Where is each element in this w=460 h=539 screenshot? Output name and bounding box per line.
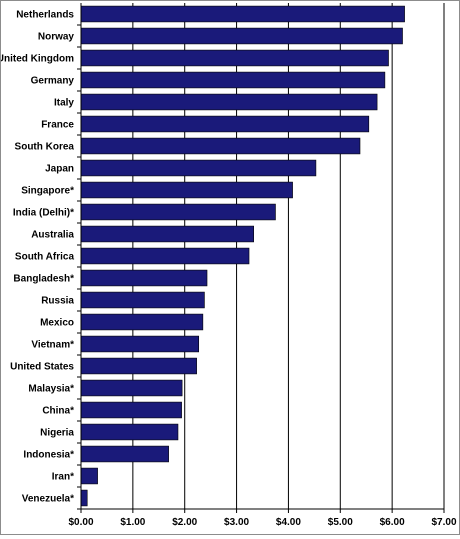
bar: [80, 27, 403, 45]
category-label: Australia: [31, 230, 74, 241]
x-tick-label: $2.00: [172, 517, 197, 528]
category-label: South Africa: [15, 252, 75, 263]
bar: [80, 203, 276, 221]
bar: [80, 159, 317, 177]
x-tick-label: $3.00: [224, 517, 249, 528]
bars: [80, 5, 405, 507]
bar: [80, 93, 378, 111]
category-label: South Korea: [15, 142, 75, 153]
category-label: India (Delhi)*: [13, 208, 74, 219]
x-tick-label: $1.00: [120, 517, 145, 528]
bar: [80, 49, 389, 67]
bar: [80, 247, 250, 265]
category-label: United States: [10, 362, 74, 373]
category-label: Mexico: [40, 318, 74, 329]
category-label: China*: [42, 406, 74, 417]
bar: [80, 335, 200, 353]
category-label: Indonesia*: [23, 450, 74, 461]
x-tick-labels: $0.00 $1.00 $2.00 $3.00 $4.00 $5.00 $6.00 $7.00: [68, 517, 456, 528]
bar: [80, 313, 204, 331]
axes: [77, 3, 445, 513]
x-tick-label: $6.00: [380, 517, 405, 528]
category-label: Japan: [45, 164, 74, 175]
bar: [80, 291, 205, 309]
bar: [80, 489, 88, 507]
bar: [80, 71, 386, 89]
category-label: Russia: [41, 296, 74, 307]
bar: [80, 225, 254, 243]
bar: [80, 379, 183, 397]
bar: [80, 269, 208, 287]
bar: [80, 181, 293, 199]
x-tick-label: $7.00: [431, 517, 456, 528]
category-label: France: [41, 120, 74, 131]
bar: [80, 115, 370, 133]
x-tick-label: $4.00: [276, 517, 301, 528]
bar: [80, 423, 179, 441]
category-label: Norway: [38, 32, 75, 43]
category-label: Germany: [31, 76, 75, 87]
bar: [80, 357, 197, 375]
category-label: Iran*: [52, 472, 74, 483]
category-label: United Kingdom: [1, 54, 74, 65]
bar: [80, 5, 405, 23]
category-label: Venezuela*: [22, 494, 74, 505]
x-tick-label: $5.00: [328, 517, 353, 528]
category-label: Italy: [54, 98, 74, 109]
category-labels: Netherlands Norway United Kingdom Germany It…: [0, 10, 75, 505]
category-label: Nigeria: [40, 428, 74, 439]
category-label: Malaysia*: [28, 384, 74, 395]
x-tick-label: $0.00: [68, 517, 93, 528]
category-label: Singapore*: [21, 186, 74, 197]
category-label: Netherlands: [16, 10, 74, 21]
bar: [80, 445, 169, 463]
category-label: Vietnam*: [31, 340, 74, 351]
bar: [80, 137, 361, 155]
bar: [80, 467, 98, 485]
bar: [80, 401, 182, 419]
category-label: Bangladesh*: [13, 274, 74, 285]
